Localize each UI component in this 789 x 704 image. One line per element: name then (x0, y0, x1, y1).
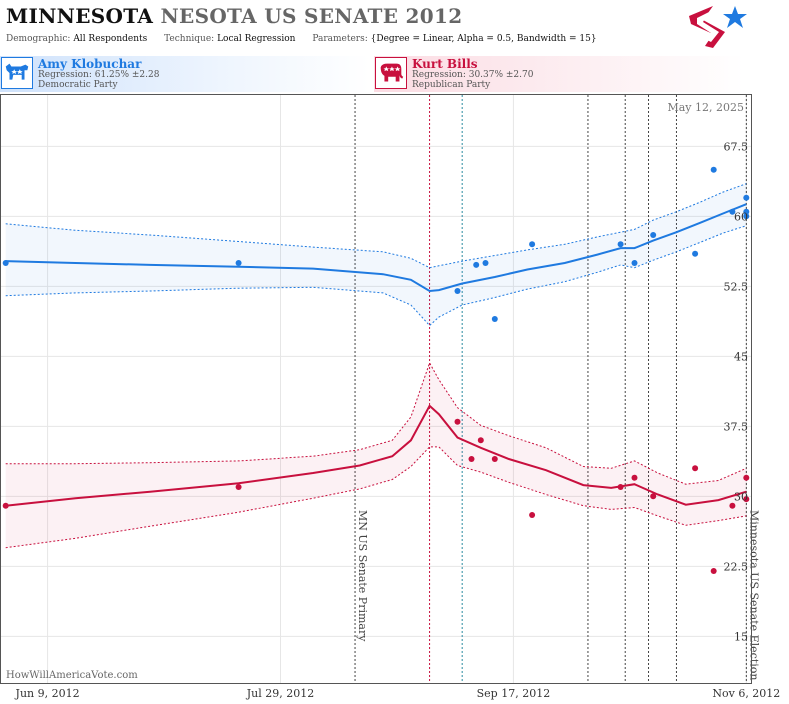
poll-point (631, 260, 638, 266)
poll-point (529, 512, 536, 518)
poll-point (454, 288, 461, 294)
poll-point (235, 484, 242, 490)
candidate-regression: Regression: 61.25% ±2.28 (38, 70, 160, 80)
poll-point (729, 502, 736, 509)
poll-point (692, 465, 699, 472)
poll-point (235, 260, 242, 266)
poll-point (473, 261, 480, 268)
event-label: MN US Senate Primary (356, 510, 369, 642)
poll-point (743, 213, 750, 220)
y-tick-label: 52.5 (724, 280, 749, 293)
param-value: All Respondents (73, 34, 148, 44)
confidence-bands (5, 183, 747, 549)
poll-point (743, 208, 750, 215)
y-tick-label: 37.5 (724, 420, 749, 433)
poll-point (743, 474, 750, 481)
poll-point (491, 456, 498, 462)
poll-point (617, 241, 624, 248)
confidence-band-upper (5, 183, 747, 269)
poll-point (529, 241, 536, 248)
site-logo-icon[interactable] (683, 2, 753, 52)
poll-point (617, 484, 624, 490)
param-value: Local Regression (217, 34, 296, 44)
poll-point (729, 208, 736, 215)
parameters-line: Demographic: All Respondents Technique: … (6, 34, 611, 44)
poll-points (2, 166, 750, 574)
watermark: HowWillAmericaVote.com (6, 670, 138, 681)
candidate-name: Amy Klobuchar (38, 57, 142, 71)
header: MINNESOTA NESOTA US SENATE 2012 Demograp… (0, 0, 789, 56)
title-state: MINNESOTA (6, 4, 154, 28)
poll-point (482, 260, 489, 266)
x-tick-label: Nov 6, 2012 (712, 687, 780, 700)
poll-point (650, 232, 657, 238)
candidate-name: Kurt Bills (412, 57, 478, 71)
param-label: Technique: (164, 34, 215, 44)
candidate-bar: Amy Klobuchar Regression: 61.25% ±2.28 D… (0, 56, 789, 94)
y-tick-label: 15 (734, 630, 748, 643)
param-label: Demographic: (6, 34, 71, 44)
param-label: Parameters: (312, 34, 368, 44)
poll-point (491, 316, 498, 322)
poll-point (454, 418, 461, 425)
poll-point (2, 260, 9, 266)
confidence-band-upper (5, 361, 747, 485)
candidate-republican[interactable]: Kurt Bills Regression: 30.37% ±2.70 Repu… (374, 56, 744, 92)
elephant-icon (375, 57, 407, 89)
poll-chart: MN US Senate Primary Minnesota US Senate … (0, 94, 781, 700)
candidate-party: Republican Party (412, 80, 491, 90)
poll-point (2, 502, 9, 509)
y-tick-label: 22.5 (724, 560, 749, 573)
page-title: MINNESOTA NESOTA US SENATE 2012 (6, 4, 462, 28)
poll-point (692, 250, 699, 257)
poll-point (710, 568, 717, 574)
param-value: {Degree = Linear, Alpha = 0.5, Bandwidth… (370, 34, 597, 44)
chart-grid (1, 95, 751, 683)
trend-line (5, 404, 747, 507)
title-race: NESOTA US SENATE 2012 (160, 4, 463, 28)
date-label: May 12, 2025 (667, 101, 744, 114)
candidate-regression: Regression: 30.37% ±2.70 (412, 70, 534, 80)
poll-point (743, 496, 750, 503)
plot-frame (0, 94, 752, 684)
x-tick-label: Sep 17, 2012 (477, 687, 551, 700)
poll-point (468, 456, 475, 462)
confidence-band-lower (5, 446, 747, 549)
candidate-party: Democratic Party (38, 80, 118, 90)
y-tick-label: 60 (734, 210, 748, 223)
x-axis-ticks: Jun 9, 2012 Jul 29, 2012 Sep 17, 2012 Nov 6… (15, 687, 781, 700)
y-tick-label: 30 (734, 490, 748, 503)
donkey-icon (1, 57, 33, 89)
event-lines: MN US Senate Primary Minnesota US Senate … (354, 95, 760, 683)
poll-point (710, 166, 717, 173)
confidence-band-lower (5, 225, 747, 327)
y-axis-ticks: 15 22.5 30 37.5 45 52.5 60 67.5 (724, 140, 749, 643)
poll-point (650, 493, 657, 500)
trend-lines (5, 203, 747, 507)
poll-point (631, 474, 638, 481)
poll-point (743, 194, 750, 201)
confidence-band-fill (5, 183, 747, 326)
x-tick-label: Jun 9, 2012 (15, 687, 80, 700)
candidate-democrat[interactable]: Amy Klobuchar Regression: 61.25% ±2.28 D… (0, 56, 370, 92)
x-tick-label: Jul 29, 2012 (246, 687, 315, 700)
poll-point (477, 437, 484, 444)
confidence-band-fill (5, 362, 747, 548)
y-tick-label: 67.5 (724, 140, 749, 153)
trend-line (5, 203, 747, 293)
event-label: Minnesota US Senate Election (747, 510, 760, 680)
y-tick-label: 45 (734, 350, 748, 363)
